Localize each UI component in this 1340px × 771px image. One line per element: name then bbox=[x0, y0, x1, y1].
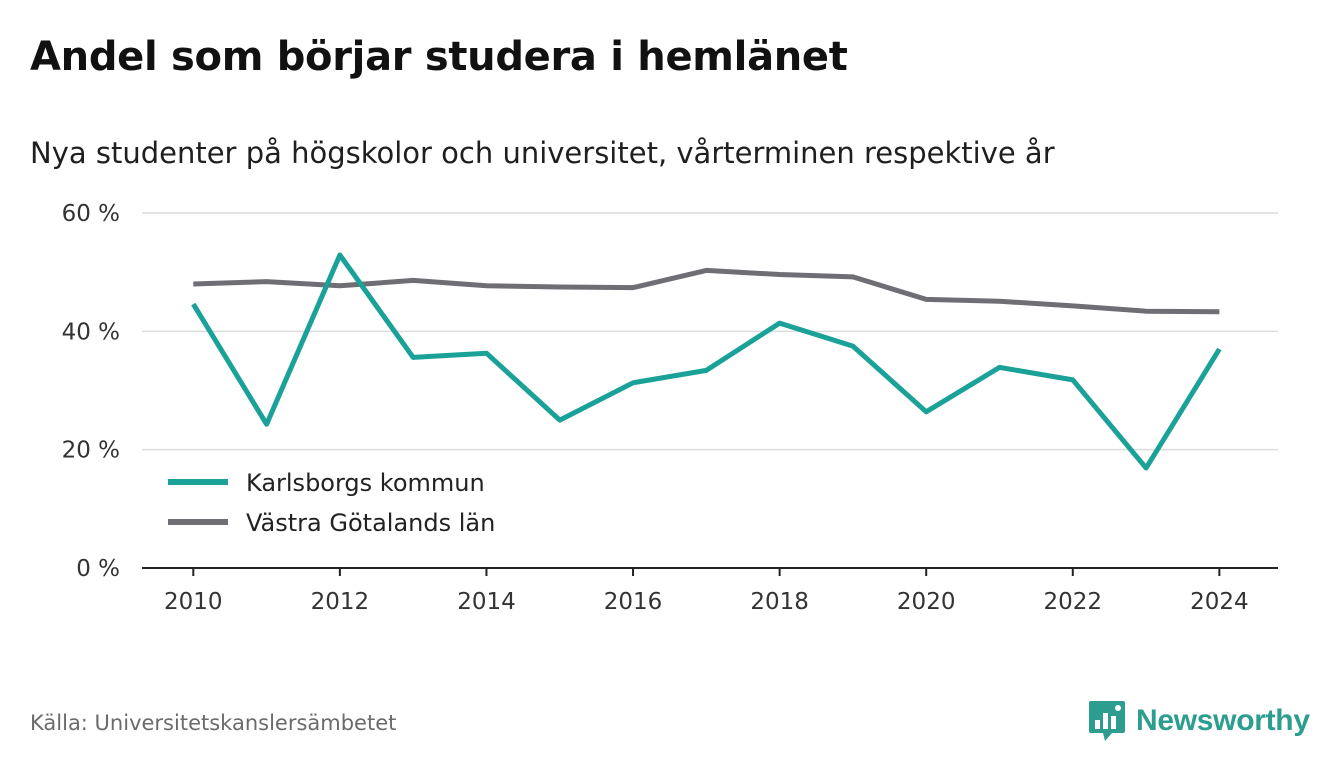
x-axis: 2010 2012 2014 2016 2018 2020 2022 2024 bbox=[142, 567, 1278, 615]
x-tick-label: 2014 bbox=[457, 589, 516, 615]
legend: Karlsborgs kommun Västra Götalands län bbox=[168, 469, 495, 537]
brand-logo[interactable]: Newsworthy bbox=[1088, 698, 1310, 744]
legend-label: Karlsborgs kommun bbox=[246, 469, 485, 497]
y-tick-label: 0 % bbox=[76, 556, 120, 582]
x-tick-label: 2018 bbox=[750, 589, 809, 615]
source-note: Källa: Universitetskanslersämbetet bbox=[30, 711, 397, 735]
chart-title: Andel som börjar studera i hemlänet bbox=[30, 34, 848, 80]
x-tick-label: 2012 bbox=[311, 589, 370, 615]
y-tick-label: 20 % bbox=[62, 438, 120, 464]
x-tick-label: 2020 bbox=[897, 589, 956, 615]
grid-lines bbox=[142, 212, 1278, 451]
x-tick-label: 2024 bbox=[1190, 589, 1249, 615]
y-tick-label: 40 % bbox=[62, 319, 120, 345]
series-line-1 bbox=[193, 267, 1220, 315]
x-tick-label: 2016 bbox=[604, 589, 663, 615]
series-line-0 bbox=[191, 252, 1222, 471]
x-tick-label: 2022 bbox=[1044, 589, 1103, 615]
series-lines bbox=[191, 252, 1222, 471]
brand-name: Newsworthy bbox=[1136, 704, 1310, 737]
chart-subtitle: Nya studenter på högskolor och universit… bbox=[30, 136, 1055, 170]
y-tick-label: 60 % bbox=[62, 201, 120, 227]
y-axis: 0 % 20 % 40 % 60 % bbox=[62, 201, 120, 582]
newsworthy-logo-icon bbox=[1089, 701, 1125, 741]
x-tick-label: 2010 bbox=[164, 589, 223, 615]
legend-label: Västra Götalands län bbox=[246, 509, 495, 537]
